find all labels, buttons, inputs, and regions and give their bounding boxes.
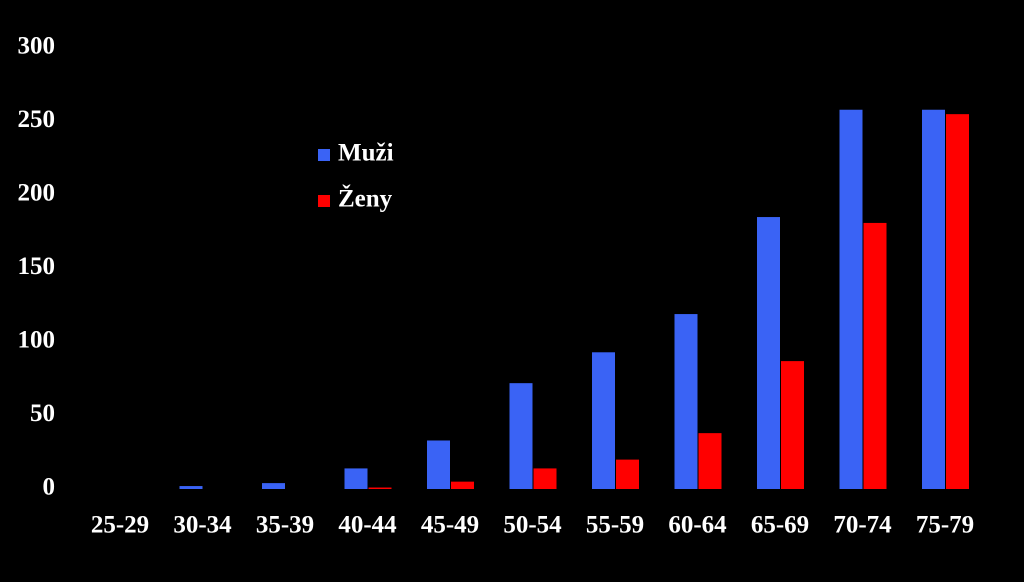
legend-label: Muži: [338, 140, 394, 167]
y-tick-label: 0: [43, 474, 56, 501]
bar: [179, 486, 203, 489]
bar: [427, 440, 450, 489]
bar: [344, 468, 368, 489]
bar: [781, 361, 804, 489]
bar: [839, 109, 863, 490]
x-tick-label: 75-79: [916, 512, 974, 539]
bar: [451, 481, 474, 489]
legend-swatch: [318, 195, 330, 207]
bar: [533, 468, 557, 489]
y-tick-label: 200: [18, 180, 56, 207]
bar: [616, 459, 639, 489]
x-tick-label: 45-49: [421, 512, 479, 539]
y-tick-label: 100: [18, 327, 56, 354]
bar: [262, 483, 285, 489]
legend-swatch: [318, 149, 330, 161]
legend-label: Ženy: [338, 185, 393, 213]
bar: [368, 487, 392, 489]
y-tick-label: 50: [30, 400, 55, 427]
x-tick-label: 35-39: [256, 512, 314, 539]
bar: [946, 114, 969, 490]
bar: [674, 314, 698, 489]
x-tick-label: 25-29: [91, 512, 149, 539]
bar: [698, 433, 722, 489]
bar: [922, 109, 945, 490]
bar: [757, 217, 780, 490]
bar: [592, 352, 615, 489]
x-tick-label: 70-74: [833, 512, 892, 539]
x-tick-label: 30-34: [173, 512, 232, 539]
y-tick-label: 250: [18, 106, 56, 133]
x-tick-label: 55-59: [586, 512, 644, 539]
bar: [863, 222, 887, 489]
x-tick-label: 65-69: [751, 512, 809, 539]
x-tick-label: 40-44: [338, 512, 397, 539]
x-tick-label: 60-64: [668, 512, 727, 539]
x-tick-label: 50-54: [503, 512, 562, 539]
y-tick-label: 300: [18, 33, 56, 60]
bar: [509, 383, 533, 489]
y-tick-label: 150: [18, 253, 56, 280]
